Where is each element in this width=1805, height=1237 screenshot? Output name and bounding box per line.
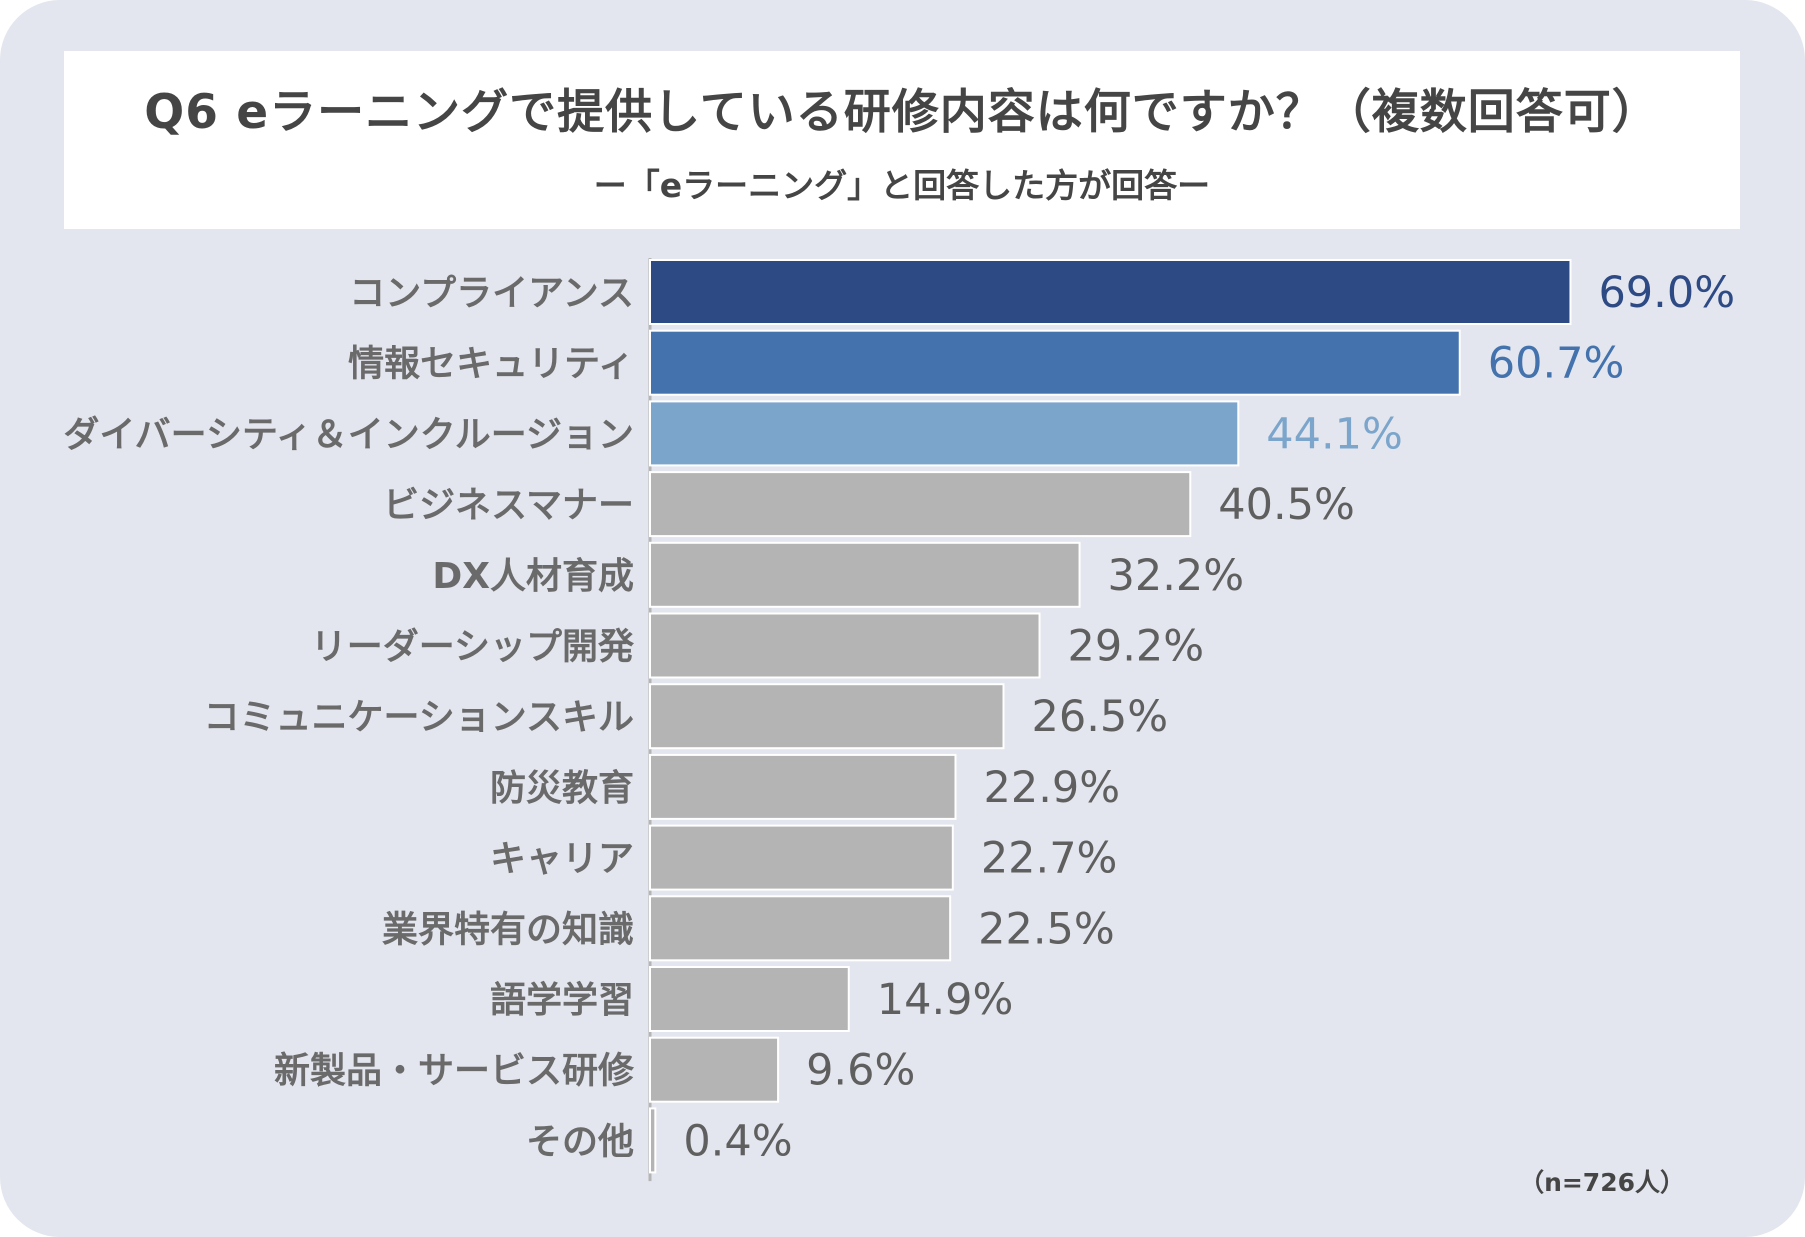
category-label: コミュニケーションスキル — [203, 697, 634, 738]
category-label: その他 — [526, 1121, 634, 1162]
category-label: 情報セキュリティ — [348, 344, 634, 385]
value-label: 60.7% — [1488, 339, 1625, 389]
value-label: 40.5% — [1218, 480, 1355, 530]
category-label: 業界特有の知識 — [382, 909, 634, 950]
value-label: 22.5% — [978, 904, 1115, 954]
bar — [649, 259, 1572, 325]
category-label: キャリア — [490, 839, 634, 880]
chart-title: Q6 eラーニングで提供している研修内容は何ですか？（複数回答可） — [144, 85, 1660, 140]
bar — [649, 753, 957, 820]
category-label: 防災教育 — [490, 768, 634, 809]
category-label: ダイバーシティ＆インクルージョン — [63, 414, 634, 455]
value-label: 0.4% — [683, 1116, 792, 1166]
category-label: コンプライアンス — [349, 273, 634, 314]
value-label: 32.2% — [1108, 551, 1245, 601]
bar — [649, 824, 954, 891]
bar — [649, 1036, 780, 1103]
category-label: ビジネスマナー — [383, 485, 634, 526]
category-label: 新製品・サービス研修 — [274, 1051, 635, 1092]
bar — [649, 966, 850, 1032]
value-label: 22.9% — [983, 763, 1120, 813]
value-label: 29.2% — [1068, 622, 1205, 672]
bar — [649, 541, 1081, 608]
bar — [649, 1107, 657, 1174]
bar — [649, 400, 1240, 467]
category-label: 語学学習 — [490, 979, 634, 1021]
value-label: 44.1% — [1266, 409, 1403, 459]
value-label: 69.0% — [1598, 268, 1735, 318]
bar — [649, 612, 1041, 679]
title-box: Q6 eラーニングで提供している研修内容は何ですか？（複数回答可） ー「eラーニ… — [64, 51, 1740, 229]
category-label: DX人材育成 — [432, 556, 634, 597]
bar — [649, 471, 1192, 538]
category-label: リーダーシップ開発 — [311, 627, 635, 668]
value-label: 14.9% — [877, 975, 1014, 1025]
value-label: 22.7% — [981, 834, 1118, 884]
value-label: 26.5% — [1032, 692, 1169, 742]
chart-subtitle: ー「eラーニング」と回答した方が回答ー — [593, 166, 1211, 205]
value-label: 9.6% — [806, 1046, 915, 1096]
bar — [649, 683, 1005, 750]
bar — [649, 329, 1461, 396]
sample-size-note: （n=726人） — [1519, 1168, 1685, 1197]
bar — [649, 895, 952, 962]
